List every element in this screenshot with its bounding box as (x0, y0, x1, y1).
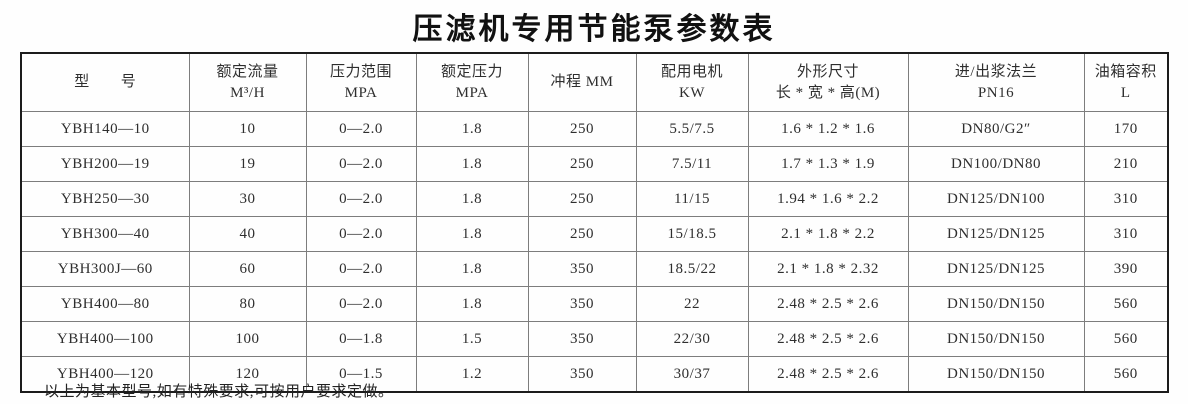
table-cell: 0—2.0 (305, 146, 417, 182)
table-cell: DN150/DN150 (907, 286, 1085, 322)
table-cell: YBH300—40 (20, 216, 190, 252)
table-cell: 22 (635, 286, 749, 322)
table-row: YBH400—120 120 0—1.5 1.2 350 30/37 2.48 * 2.5 … (20, 356, 1169, 393)
column-header: 配用电机 KW (635, 52, 749, 112)
table-body: YBH140—10 10 0—2.0 1.8 250 5.5/7.5 1.6 * 1.2 *… (20, 111, 1169, 393)
table-cell: 1.8 (415, 146, 529, 182)
table-cell: DN100/DN80 (907, 146, 1085, 182)
table-row: YBH200—19 19 0—2.0 1.8 250 7.5/11 1.7 * 1.3 * … (20, 146, 1169, 182)
column-header: 额定流量 M³/H (188, 52, 307, 112)
table-cell: 11/15 (635, 181, 749, 217)
table-cell: DN150/DN150 (907, 321, 1085, 357)
table-cell: YBH250—30 (20, 181, 190, 217)
table-cell: 30 (188, 181, 307, 217)
table-cell: 15/18.5 (635, 216, 749, 252)
table-row: YBH400—80 80 0—2.0 1.8 350 22 2.48 * 2.5 * 2.6… (20, 286, 1169, 322)
table-cell: 30/37 (635, 356, 749, 393)
table-cell: 0—2.0 (305, 286, 417, 322)
table-cell: 210 (1083, 146, 1169, 182)
table-cell: 1.8 (415, 216, 529, 252)
table-cell: DN125/DN125 (907, 251, 1085, 287)
table-head: 型 号额定流量 M³/H 压力范围 MPA 额定压力 MPA 冲程 MM 配用电机 KW… (20, 52, 1169, 112)
table-cell: 350 (527, 286, 637, 322)
table-cell: 250 (527, 111, 637, 147)
table-cell: 5.5/7.5 (635, 111, 749, 147)
table-cell: 310 (1083, 181, 1169, 217)
table-cell: 560 (1083, 356, 1169, 393)
column-header: 外形尺寸 长 * 宽 * 高(M) (747, 52, 909, 112)
column-header: 进/出浆法兰 PN16 (907, 52, 1085, 112)
table-cell: 0—1.8 (305, 321, 417, 357)
table-row: YBH140—10 10 0—2.0 1.8 250 5.5/7.5 1.6 * 1.2 *… (20, 111, 1169, 147)
table-cell: 250 (527, 146, 637, 182)
table-cell: DN150/DN150 (907, 356, 1085, 393)
page-title: 压滤机专用节能泵参数表 (412, 13, 776, 46)
table-cell: 80 (188, 286, 307, 322)
table-cell: 1.8 (415, 111, 529, 147)
column-header: 型 号 (20, 52, 190, 112)
column-header: 压力范围 MPA (305, 52, 417, 112)
table-cell: 350 (527, 321, 637, 357)
table-cell: 310 (1083, 216, 1169, 252)
table-cell: 1.94 * 1.6 * 2.2 (747, 181, 909, 217)
table-cell: 0—2.0 (305, 181, 417, 217)
table-row: YBH300—40 40 0—2.0 1.8 250 15/18.5 2.1 * 1.8 *… (20, 216, 1169, 252)
table-cell: 250 (527, 216, 637, 252)
table-cell: 60 (188, 251, 307, 287)
table-cell: DN80/G2″ (907, 111, 1085, 147)
table-cell: 1.8 (415, 251, 529, 287)
table-cell: YBH200—19 (20, 146, 190, 182)
table-cell: 2.48 * 2.5 * 2.6 (747, 286, 909, 322)
table-row: YBH300J—60 60 0—2.0 1.8 350 18.5/22 2.1 * 1.8 … (20, 251, 1169, 287)
table-cell: 2.1 * 1.8 * 2.32 (747, 251, 909, 287)
table-cell: 0—2.0 (305, 216, 417, 252)
table-cell: 0—2.0 (305, 111, 417, 147)
table-cell: 120 (188, 356, 307, 393)
table-cell: 18.5/22 (635, 251, 749, 287)
pump-parameter-table: 型 号额定流量 M³/H 压力范围 MPA 额定压力 MPA 冲程 MM 配用电机 KW… (20, 52, 1169, 393)
table-cell: 40 (188, 216, 307, 252)
table-cell: 350 (527, 356, 637, 393)
table-cell: YBH400—80 (20, 286, 190, 322)
table-cell: 10 (188, 111, 307, 147)
table-cell: 250 (527, 181, 637, 217)
table-cell: 350 (527, 251, 637, 287)
table-cell: 1.5 (415, 321, 529, 357)
table-cell: YBH140—10 (20, 111, 190, 147)
table-cell: 1.6 * 1.2 * 1.6 (747, 111, 909, 147)
table-cell: 1.8 (415, 181, 529, 217)
table-cell: 2.48 * 2.5 * 2.6 (747, 356, 909, 393)
table-cell: 100 (188, 321, 307, 357)
table-cell: 170 (1083, 111, 1169, 147)
table-cell: YBH400—100 (20, 321, 190, 357)
column-header: 额定压力 MPA (415, 52, 529, 112)
header-row: 型 号额定流量 M³/H 压力范围 MPA 额定压力 MPA 冲程 MM 配用电机 KW… (20, 52, 1169, 112)
table-cell: 2.1 * 1.8 * 2.2 (747, 216, 909, 252)
table-row: YBH400—100 100 0—1.8 1.5 350 22/30 2.48 * 2.5 … (20, 321, 1169, 357)
table-cell: YBH300J—60 (20, 251, 190, 287)
column-header: 油箱容积 L (1083, 52, 1169, 112)
table-cell: DN125/DN125 (907, 216, 1085, 252)
table-cell: 19 (188, 146, 307, 182)
table-row: YBH250—30 30 0—2.0 1.8 250 11/15 1.94 * 1.6 * … (20, 181, 1169, 217)
table-cell: 1.7 * 1.3 * 1.9 (747, 146, 909, 182)
table-cell: 560 (1083, 286, 1169, 322)
table-cell: 560 (1083, 321, 1169, 357)
table-cell: 22/30 (635, 321, 749, 357)
table-cell: YBH400—120 (20, 356, 190, 393)
table-cell: 390 (1083, 251, 1169, 287)
table-cell: 7.5/11 (635, 146, 749, 182)
table-cell: 1.2 (415, 356, 529, 393)
footnote: 以上为基本型号,如有特殊要求,可按用户要求定做。 (44, 384, 394, 400)
column-header: 冲程 MM (527, 52, 637, 112)
table-cell: 0—2.0 (305, 251, 417, 287)
table-cell: 1.8 (415, 286, 529, 322)
table-cell: 2.48 * 2.5 * 2.6 (747, 321, 909, 357)
table-cell: DN125/DN100 (907, 181, 1085, 217)
